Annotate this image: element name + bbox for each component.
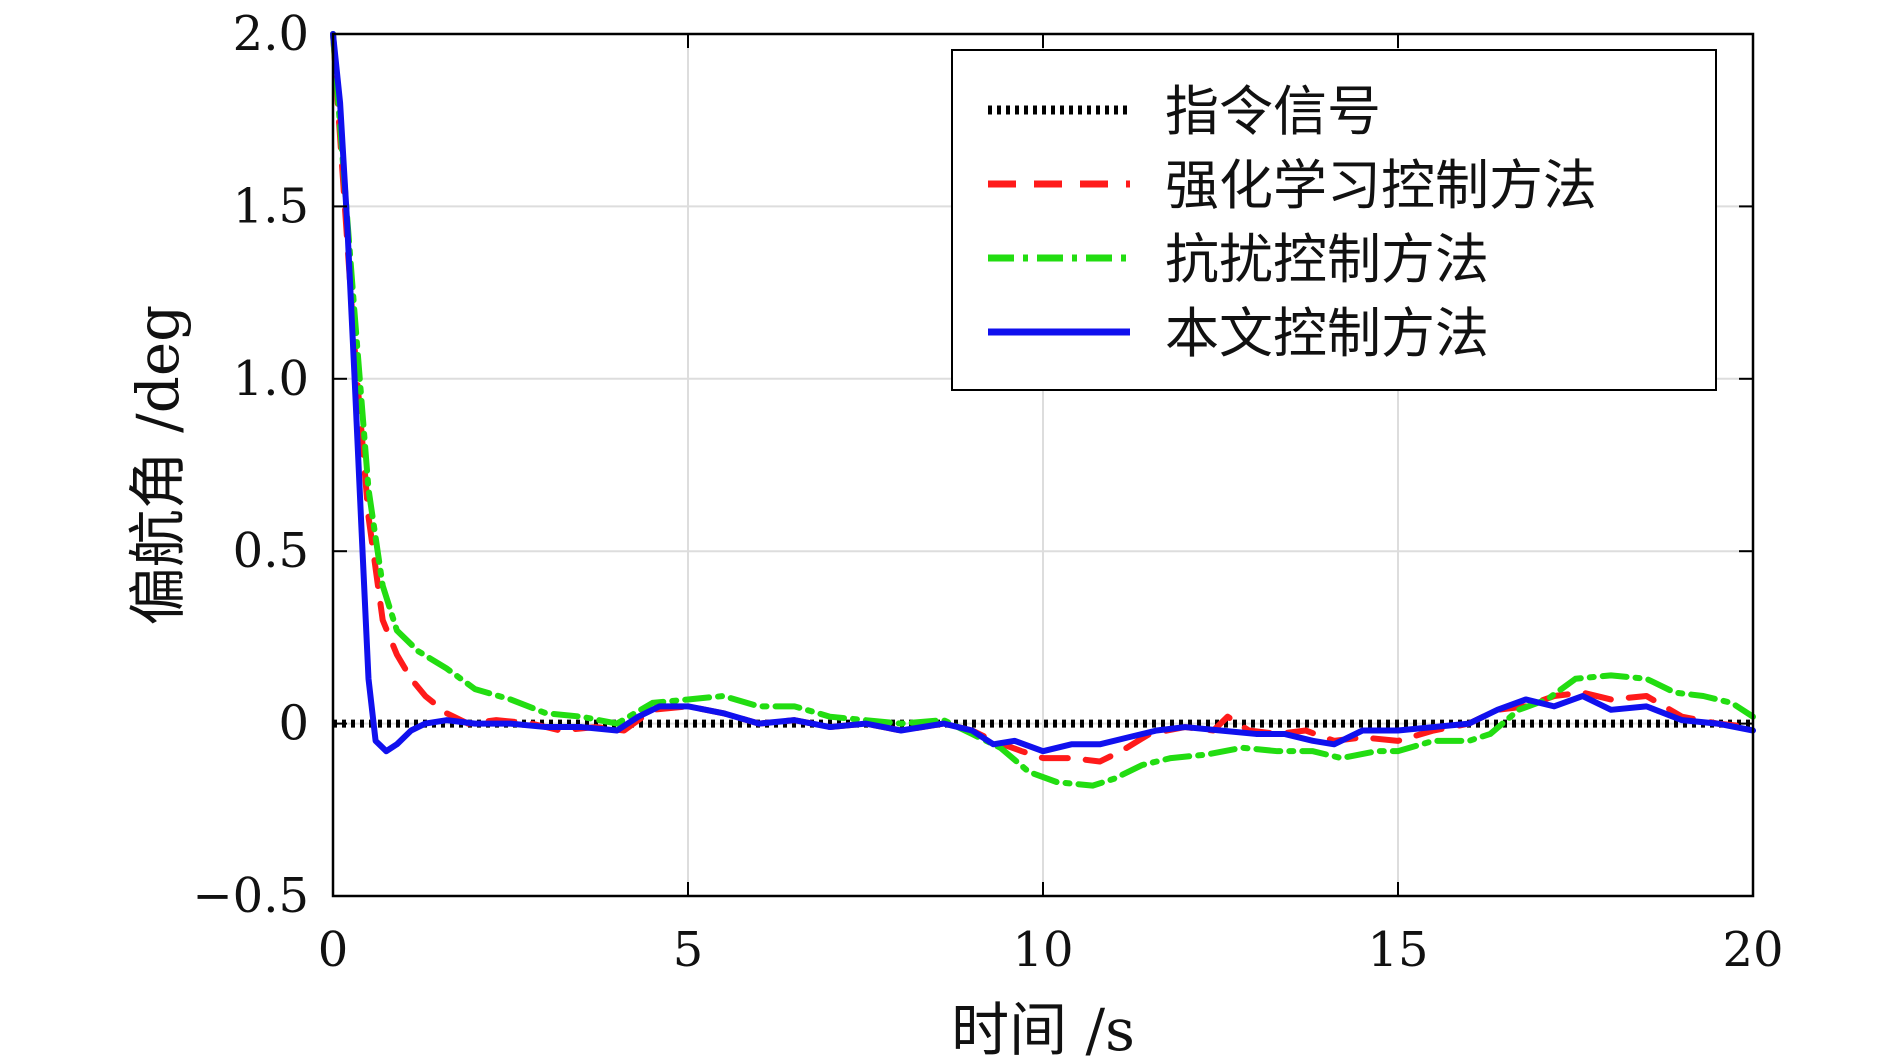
x-tick-label-3: 15 xyxy=(1367,922,1428,978)
legend-item-adrc: 抗扰控制方法 xyxy=(988,228,1489,291)
series-line-2 xyxy=(330,31,1756,789)
legend-label-rl: 强化学习控制方法 xyxy=(1165,154,1597,217)
y-tick-label-2: 0.5 xyxy=(233,523,309,579)
y-tick-label-0: −0.5 xyxy=(192,868,309,924)
series-line-1 xyxy=(330,31,1756,765)
series-layer xyxy=(330,31,1756,789)
legend-label-proposed: 本文控制方法 xyxy=(1165,302,1489,365)
x-tick-label-4: 20 xyxy=(1722,922,1783,978)
legend-item-proposed: 本文控制方法 xyxy=(988,302,1489,365)
series-line-3 xyxy=(330,31,1756,755)
legend-label-command: 指令信号 xyxy=(1165,80,1381,143)
x-tick-label-1: 5 xyxy=(673,922,704,978)
legend-item-rl: 强化学习控制方法 xyxy=(988,154,1597,217)
x-axis-label: 时间 /s xyxy=(951,996,1135,1062)
y-tick-label-5: 2.0 xyxy=(233,6,309,62)
legend-item-command: 指令信号 xyxy=(988,80,1381,143)
x-tick-label-2: 10 xyxy=(1012,922,1073,978)
y-tick-label-1: 0 xyxy=(278,696,309,752)
tick-labels: 0 5 10 15 20−0.500.51.01.52.0 xyxy=(192,6,1783,978)
tick-marks xyxy=(332,33,1754,897)
y-axis-label: 偏航角 /deg xyxy=(124,305,192,626)
y-tick-label-3: 1.0 xyxy=(233,351,309,407)
x-tick-label-0: 0 xyxy=(318,922,349,978)
legend: 指令信号 强化学习控制方法 抗扰控制方法 本文控制方法 xyxy=(951,49,1717,391)
legend-label-adrc: 抗扰控制方法 xyxy=(1165,228,1489,291)
y-tick-label-4: 1.5 xyxy=(233,178,309,234)
